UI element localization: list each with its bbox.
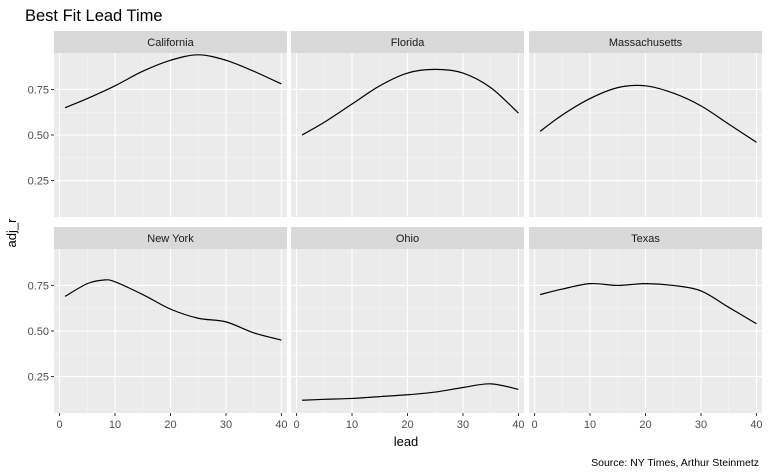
y-tick-label: 0.75 xyxy=(28,280,49,292)
x-tick-label: 10 xyxy=(584,419,596,431)
x-tick-label: 30 xyxy=(220,419,232,431)
panel-texas: Texas xyxy=(529,227,762,413)
x-tick-label: 40 xyxy=(275,419,287,431)
panel-ohio: Ohio xyxy=(291,227,524,413)
series-line-california xyxy=(64,54,282,109)
source-caption: Source: NY Times, Arthur Steinmetz xyxy=(591,457,759,469)
x-tick-label: 40 xyxy=(512,419,524,431)
x-tick-label: 10 xyxy=(109,419,121,431)
strip-label-california: California xyxy=(147,37,194,49)
y-tick-label: 0.25 xyxy=(28,372,49,384)
x-tick-label: 20 xyxy=(401,419,413,431)
x-tick-label: 10 xyxy=(346,419,358,431)
y-tick-label: 0.75 xyxy=(28,84,49,96)
strip-label-massachusetts: Massachusetts xyxy=(609,37,683,49)
y-tick-label: 0.50 xyxy=(28,130,49,142)
strip-label-new-york: New York xyxy=(147,233,194,245)
strip-label-texas: Texas xyxy=(631,233,660,245)
strip-new-york xyxy=(54,227,287,249)
x-tick-label: 30 xyxy=(695,419,707,431)
strip-california xyxy=(54,31,287,53)
y-tick-label: 0.25 xyxy=(28,176,49,188)
x-tick-label: 40 xyxy=(750,419,762,431)
panel-massachusetts: Massachusetts xyxy=(529,31,762,217)
strip-label-ohio: Ohio xyxy=(396,233,419,245)
x-tick-label: 0 xyxy=(531,419,537,431)
series-line-texas xyxy=(539,282,757,325)
x-axis-title: lead xyxy=(394,434,419,449)
x-tick-label: 0 xyxy=(56,419,62,431)
series-line-ohio xyxy=(302,383,519,401)
y-axis-title: adj_r xyxy=(4,218,19,248)
series-line-florida xyxy=(301,68,519,136)
chart-title: Best Fit Lead Time xyxy=(25,7,163,25)
x-tick-label: 0 xyxy=(293,419,299,431)
panel-new-york: New York xyxy=(54,227,287,413)
panel-california: California xyxy=(54,31,287,217)
strip-texas xyxy=(529,227,762,249)
strip-ohio xyxy=(291,227,524,249)
panel-florida: Florida xyxy=(291,31,524,217)
strip-massachusetts xyxy=(529,31,762,53)
panels-layer: California Florida Massachusetts New York Oh… xyxy=(54,31,762,413)
y-tick-label: 0.50 xyxy=(28,326,49,338)
axes-layer: 0.25 0.50 0.75 0.25 0.50 0.75 0 10 20 30 40 0 10 20 30… xyxy=(28,84,763,431)
series-line-massachusetts xyxy=(539,84,757,143)
series-line-new-york xyxy=(64,279,282,341)
strip-florida xyxy=(291,31,524,53)
x-tick-label: 20 xyxy=(639,419,651,431)
strip-label-florida: Florida xyxy=(391,37,426,49)
x-tick-label: 20 xyxy=(164,419,176,431)
x-tick-label: 30 xyxy=(457,419,469,431)
